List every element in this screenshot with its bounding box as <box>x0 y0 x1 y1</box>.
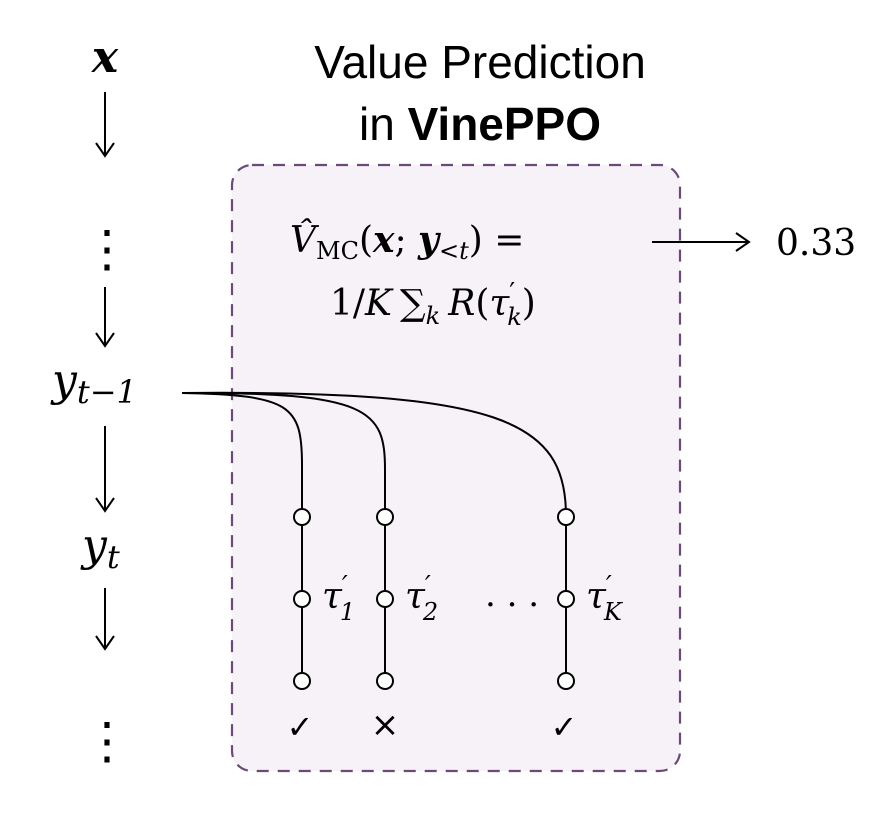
title-vineppo: VinePPO <box>408 98 601 150</box>
rollout-2-node-2 <box>376 590 394 608</box>
branch-curve-1 <box>181 392 303 516</box>
arrow-yprev-to-yt <box>95 426 115 513</box>
arrow-dots-to-yprev <box>95 287 115 348</box>
output-value: 0.33 <box>776 223 856 264</box>
formula-line-2: 1/K ∑k R(τ′ k) <box>330 278 536 331</box>
rollout-2-outcome: × <box>371 705 400 745</box>
output-arrow <box>652 232 751 252</box>
branch-curves <box>181 391 567 517</box>
title-line-1: Value Prediction <box>314 36 646 88</box>
value-prediction-box <box>230 163 682 773</box>
sequence-x: x <box>91 32 119 83</box>
rollout-k: τ′ K ✓ <box>551 508 624 746</box>
sequence-y-t-minus-1: yt−1 <box>50 355 137 411</box>
rollout-1-node-2 <box>293 590 311 608</box>
arrow-yt-to-dots <box>95 588 115 651</box>
branch-curve-3 <box>181 391 567 517</box>
formula-line-1: V̂MC(x; y<t) = <box>290 218 524 265</box>
rollout-2-node-1 <box>376 508 394 526</box>
rollout-k-node-2 <box>557 590 575 608</box>
rollout-1-node-3 <box>293 672 311 690</box>
rollout-k-node-3 <box>557 672 575 690</box>
rollout-2-node-3 <box>376 672 394 690</box>
rollout-1-outcome: ✓ <box>287 708 314 746</box>
rollout-k-label: τ′ K <box>586 571 624 626</box>
rollout-2: τ′ 2 × <box>371 508 438 745</box>
rollout-2-label: τ′ 2 <box>405 571 438 626</box>
rollout-ellipsis: . . . <box>485 575 539 615</box>
title-line-2: in VinePPO <box>359 98 601 150</box>
sequence-dots-upper: ⋮ <box>82 220 132 278</box>
arrow-x-to-dots <box>95 92 115 158</box>
sequence-y-t: yt <box>80 520 120 576</box>
rollout-k-node-1 <box>557 508 575 526</box>
sequence-dots-lower: ⋮ <box>82 712 132 770</box>
rollout-1-node-1 <box>293 508 311 526</box>
rollout-1-label: τ′ 1 <box>322 571 355 626</box>
rollout-k-outcome: ✓ <box>551 708 578 746</box>
rollout-1: τ′ 1 ✓ <box>287 508 355 746</box>
